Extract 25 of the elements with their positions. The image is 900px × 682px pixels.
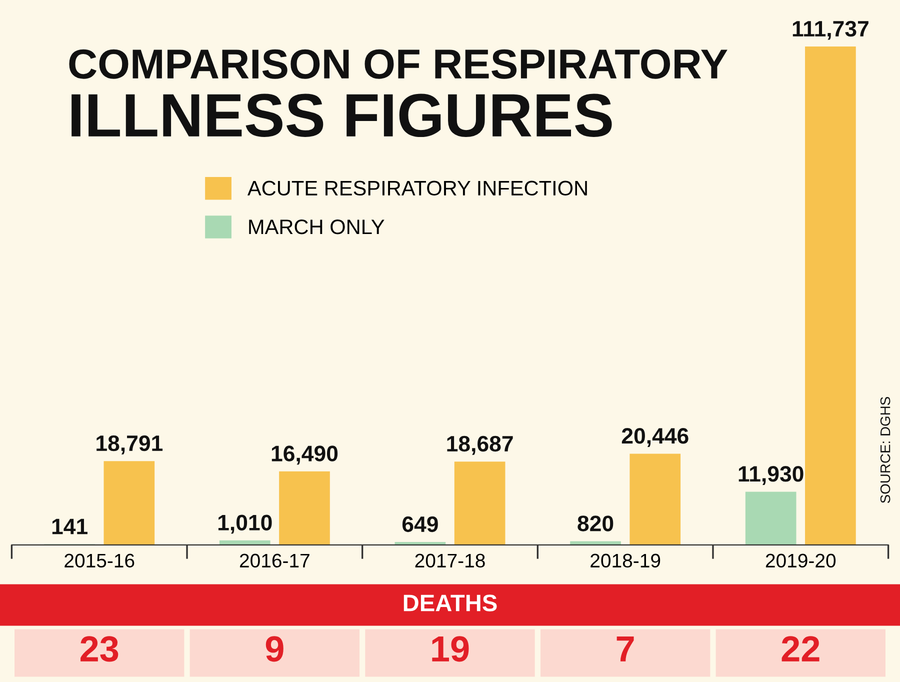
text: DEATHS [404,594,497,612]
x-tick-label: 2016-17 [240,554,310,568]
data-label: 141 [52,518,88,534]
legend-label: ACUTE RESPIRATORY INFECTION [247,180,587,196]
x-tick-label: 2019-20 [766,554,836,568]
text: 9 [266,636,284,662]
data-label: 16,490 [272,446,338,465]
x-tick-label: 2018-19 [590,554,660,568]
data-label: 820 [578,516,614,532]
data-label: 18,687 [447,436,513,455]
data-label: 11,930 [738,466,804,485]
data-label: 111,737 [792,20,868,40]
legend-label: MARCH ONLY [249,220,384,234]
x-tick-label: 2015-16 [64,554,134,568]
x-tick-label: 2017-18 [415,554,485,568]
chart-title: COMPARISON OF RESPIRATORY ILLNESS FIGURES [69,49,728,137]
annotation: SOURCE: DGHS [880,397,890,503]
text: 23 [80,636,118,662]
text: 22 [782,636,820,662]
data-label: 18,791 [96,435,163,454]
text: 7 [616,636,634,662]
data-label: 649 [402,516,438,532]
data-label: 20,446 [622,428,688,447]
data-label: 1,010 [218,514,272,534]
text: 19 [432,636,469,662]
